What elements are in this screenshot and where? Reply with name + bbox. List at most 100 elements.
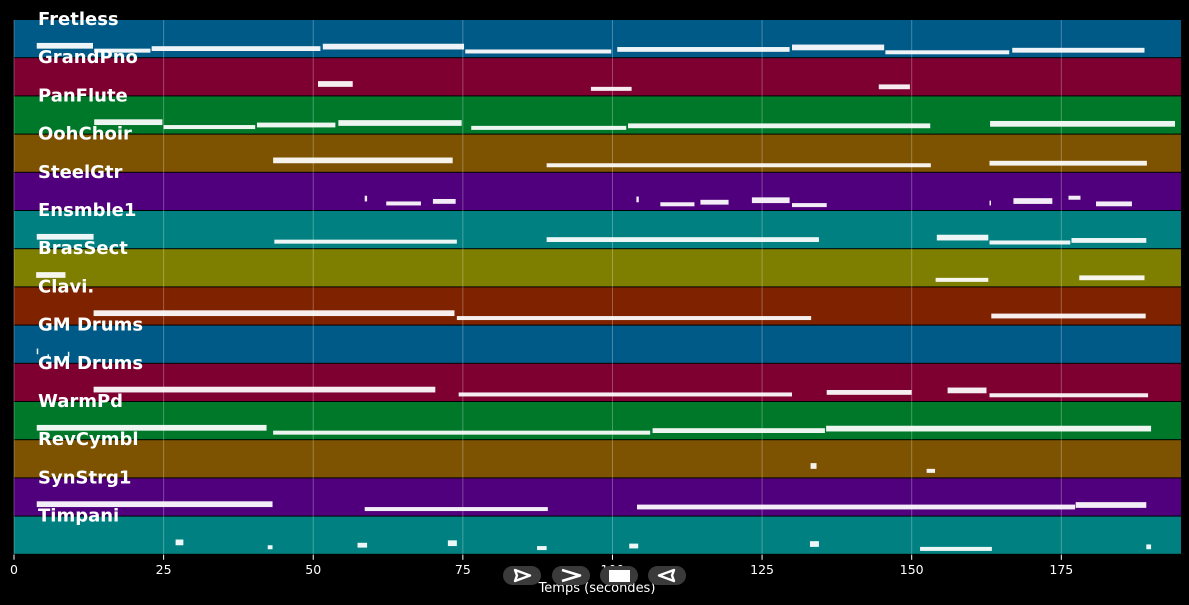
note-block [989, 393, 1149, 398]
x-tick-label: 50 [305, 562, 321, 577]
stop-button[interactable] [600, 566, 638, 585]
note-block [935, 277, 989, 282]
track-lane [14, 325, 1181, 363]
note-block [94, 119, 163, 126]
note-block [447, 540, 457, 547]
note-block [989, 200, 991, 206]
note-block [885, 50, 1010, 55]
track-lane [14, 172, 1181, 210]
next-button[interactable] [552, 566, 590, 585]
note-block [991, 313, 1146, 319]
x-tick-label: 75 [455, 562, 471, 577]
note-block [1012, 47, 1145, 53]
note-block [47, 354, 50, 359]
note-block [364, 507, 548, 512]
note-block [792, 44, 885, 51]
note-block [471, 125, 627, 130]
track-label: Clavi. [38, 276, 94, 297]
note-block [660, 202, 695, 207]
track-label: SynStrg1 [38, 467, 131, 488]
note-block [318, 81, 353, 87]
gridlines [13, 20, 1062, 555]
note-block [465, 49, 612, 54]
x-tick-label: 150 [900, 562, 924, 577]
note-block [947, 387, 987, 394]
rewind-button[interactable] [648, 566, 686, 585]
note-block [364, 195, 368, 202]
track-label: WarmPd [38, 391, 123, 412]
note-block [989, 160, 1147, 166]
note-block [810, 463, 817, 469]
note-block [1096, 201, 1132, 207]
note-block [256, 122, 336, 128]
note-block [1075, 502, 1147, 508]
track-lanes [14, 20, 1181, 554]
note-block [878, 84, 910, 90]
note-block [989, 240, 1071, 245]
note-block [1071, 238, 1147, 243]
note-block [338, 120, 462, 126]
note-block [590, 86, 632, 91]
track-label: Fretless [38, 9, 119, 30]
note-block [920, 546, 992, 551]
note-block [926, 468, 936, 473]
note-block [1068, 195, 1081, 200]
track-label: RevCymbl [38, 429, 139, 450]
note-block [151, 46, 321, 52]
triangle-left-outline-icon [657, 568, 676, 583]
note-block [36, 42, 93, 49]
note-block [652, 428, 825, 434]
note-block [826, 389, 912, 395]
note-block [1146, 544, 1152, 550]
note-block [163, 125, 256, 130]
track-label: OohChoir [38, 124, 132, 145]
track-label: GM Drums [38, 315, 143, 336]
note-block [67, 351, 70, 357]
track-label: PanFlute [38, 85, 128, 106]
note-block [826, 425, 1152, 432]
note-block [273, 157, 453, 164]
x-tick-label: 25 [156, 562, 172, 577]
note-block [537, 546, 547, 551]
note-block [809, 541, 819, 547]
note-block [628, 123, 931, 129]
note-block [1079, 275, 1145, 281]
note-block [322, 43, 465, 50]
track-lane [14, 249, 1181, 287]
play-outline-icon [513, 568, 532, 583]
note-blocks [36, 42, 1176, 551]
note-block [36, 424, 267, 431]
note-block [273, 430, 651, 435]
note-block [94, 48, 151, 53]
note-block [274, 239, 457, 244]
note-block [267, 545, 273, 550]
note-block [990, 120, 1176, 127]
note-block [936, 234, 989, 241]
note-block [36, 233, 94, 240]
note-block [636, 504, 1076, 510]
track-labels: Fretless GrandPno PanFlute OohChoir SteelGtr… [38, 9, 143, 527]
x-axis: 0255075100125150175 [10, 554, 1073, 577]
note-block [617, 47, 790, 52]
note-block [456, 316, 812, 321]
note-block [357, 542, 368, 548]
note-block [93, 386, 436, 393]
play-button[interactable] [503, 566, 541, 585]
note-block [458, 392, 792, 397]
note-block [751, 197, 790, 204]
note-block [36, 348, 39, 355]
note-block [175, 539, 184, 546]
track-label: Ensmble1 [38, 200, 136, 221]
note-block [93, 310, 455, 317]
track-lane [14, 478, 1181, 516]
note-block [629, 543, 639, 549]
track-label: GM Drums [38, 353, 143, 374]
note-block [792, 203, 827, 208]
x-tick-label: 175 [1049, 562, 1073, 577]
track-label: SteelGtr [38, 162, 123, 183]
x-tick-label: 0 [10, 562, 18, 577]
note-block [1013, 198, 1053, 204]
track-lane [14, 440, 1181, 478]
note-block [36, 272, 66, 278]
